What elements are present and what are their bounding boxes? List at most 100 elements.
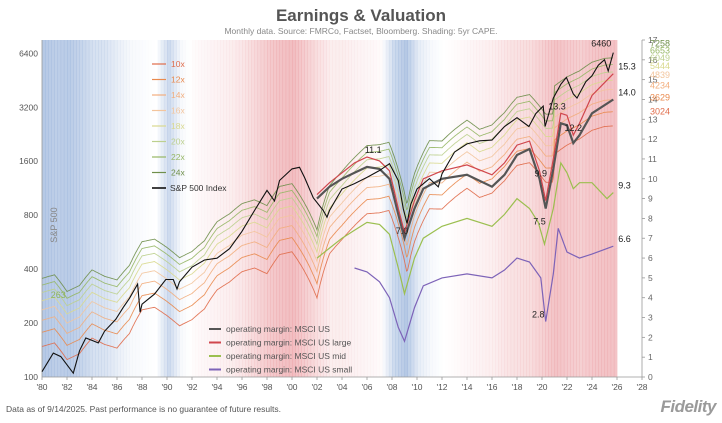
cape-shading-strip xyxy=(326,40,330,377)
cape-shading-strip xyxy=(198,40,202,377)
x-tick-label: '04 xyxy=(336,382,347,392)
cape-shading-strip xyxy=(357,40,362,377)
sp500-line xyxy=(41,52,614,375)
cape-shading-strip xyxy=(79,40,84,377)
annotation-label: 11.1 xyxy=(365,145,382,155)
legend-label: 18x xyxy=(171,121,185,131)
cape-shading-strip xyxy=(157,40,162,377)
x-tick-label: '94 xyxy=(211,382,222,392)
x-tick-label: '22 xyxy=(561,382,572,392)
pe-end-label-10x: 3024 xyxy=(650,107,670,117)
cape-shading-strip xyxy=(173,40,177,377)
cape-shading-strip xyxy=(335,40,340,377)
cape-shading-strip xyxy=(67,40,71,377)
left-tick-label: 3200 xyxy=(19,102,38,112)
annotation-label: 9.3 xyxy=(618,181,631,191)
cape-shading-strip xyxy=(345,40,349,377)
pe-end-label-16x: 4839 xyxy=(650,70,670,80)
right-tick-label: 14 xyxy=(648,94,658,104)
cape-shading-strip xyxy=(63,40,68,377)
x-tick-label: '98 xyxy=(261,382,272,392)
left-tick-label: 1600 xyxy=(19,156,38,166)
annotation-label: 6.6 xyxy=(618,234,631,244)
cape-shading-strip xyxy=(492,40,496,377)
cape-shading-strip xyxy=(523,40,527,377)
x-tick-label: '86 xyxy=(111,382,122,392)
cape-shading-strip xyxy=(301,40,305,377)
cape-shading-strip xyxy=(179,40,184,377)
cape-shading-strip xyxy=(73,40,77,377)
left-tick-label: 6400 xyxy=(19,48,38,58)
cape-shading-strip xyxy=(545,40,549,377)
cape-shading-strip xyxy=(338,40,343,377)
legend-label: 12x xyxy=(171,75,185,85)
x-tick-label: '18 xyxy=(511,382,522,392)
cape-shading-strip xyxy=(298,40,302,377)
cape-shading-strip xyxy=(145,40,149,377)
cape-shading-strip xyxy=(48,40,52,377)
right-tick-label: 7 xyxy=(648,233,653,243)
cape-shading-strip xyxy=(235,40,240,377)
cape-shading-strip xyxy=(557,40,562,377)
cape-shading-strip xyxy=(382,40,387,377)
cape-shading-strip xyxy=(370,40,374,377)
cape-shading-strip xyxy=(135,40,140,377)
cape-shading-strip xyxy=(598,40,602,377)
cape-shading-strip xyxy=(526,40,530,377)
right-tick-label: 8 xyxy=(648,213,653,223)
x-tick-label: '88 xyxy=(136,382,147,392)
cape-shading-strip xyxy=(570,40,574,377)
cape-shading-strip xyxy=(223,40,227,377)
cape-shading-strip xyxy=(560,40,565,377)
right-tick-label: 1 xyxy=(648,352,653,362)
cape-shading-strip xyxy=(439,40,443,377)
x-tick-label: '20 xyxy=(536,382,547,392)
sp500-axis-label: S&P 500 xyxy=(49,207,59,242)
cape-shading-strip xyxy=(57,40,62,377)
cape-shading-strip xyxy=(504,40,509,377)
cape-shading-strip xyxy=(607,40,612,377)
cape-shading-strip xyxy=(538,40,543,377)
pe-band-line-18x xyxy=(41,79,613,315)
cape-shading-strip xyxy=(104,40,109,377)
cape-shading-strip xyxy=(120,40,124,377)
cape-shading-strip xyxy=(207,40,212,377)
cape-shading-strip xyxy=(513,40,518,377)
cape-shading-strip xyxy=(473,40,477,377)
x-tick-label: '24 xyxy=(586,382,597,392)
cape-shading-strip xyxy=(573,40,577,377)
cape-shading-strip xyxy=(70,40,74,377)
annotation-label: 263 xyxy=(51,290,66,300)
annotation-label: 7.5 xyxy=(533,216,546,226)
right-tick-label: 15 xyxy=(648,75,658,85)
cape-shading-strip xyxy=(201,40,205,377)
cape-shading-strip xyxy=(445,40,449,377)
cape-shading-strip xyxy=(210,40,215,377)
annotation-label: 9.9 xyxy=(534,169,547,179)
cape-shading-strip xyxy=(388,40,393,377)
cape-shading-strip xyxy=(385,40,390,377)
cape-shading-strip xyxy=(160,40,165,377)
cape-shading-strip xyxy=(588,40,593,377)
cape-shading-strip xyxy=(270,40,274,377)
left-tick-label: 100 xyxy=(24,372,38,382)
cape-shading-strip xyxy=(76,40,80,377)
x-tick-label: '82 xyxy=(61,382,72,392)
cape-shading-strip xyxy=(195,40,199,377)
cape-shading-strip xyxy=(579,40,584,377)
cape-shading-strip xyxy=(436,40,440,377)
margin-line-op_small xyxy=(354,228,614,344)
cape-shading-strip xyxy=(92,40,96,377)
cape-shading-strip xyxy=(45,40,49,377)
annotation-label: 14.0 xyxy=(618,87,636,97)
cape-shading-strip xyxy=(229,40,234,377)
cape-shading-strip xyxy=(213,40,218,377)
x-tick-label: '10 xyxy=(411,382,422,392)
cape-shading-strip xyxy=(217,40,221,377)
cape-shading-strip xyxy=(98,40,102,377)
x-tick-label: '06 xyxy=(361,382,372,392)
right-tick-label: 3 xyxy=(648,313,653,323)
right-tick-label: 17 xyxy=(648,35,658,45)
legend-label: 20x xyxy=(171,137,185,147)
